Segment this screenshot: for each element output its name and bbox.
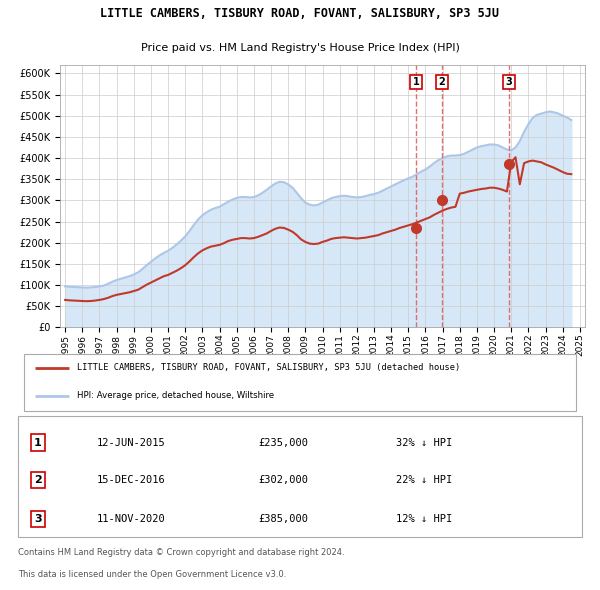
- Text: £302,000: £302,000: [258, 475, 308, 485]
- Text: 3: 3: [34, 514, 41, 524]
- Text: 11-NOV-2020: 11-NOV-2020: [97, 514, 165, 524]
- Text: 22% ↓ HPI: 22% ↓ HPI: [396, 475, 452, 485]
- Text: HPI: Average price, detached house, Wiltshire: HPI: Average price, detached house, Wilt…: [77, 391, 274, 400]
- Text: 2: 2: [439, 77, 445, 87]
- Text: 3: 3: [506, 77, 512, 87]
- FancyBboxPatch shape: [18, 416, 582, 537]
- FancyBboxPatch shape: [23, 353, 577, 411]
- Text: 1: 1: [34, 438, 41, 448]
- Text: 32% ↓ HPI: 32% ↓ HPI: [396, 438, 452, 448]
- Text: 1: 1: [413, 77, 419, 87]
- Text: This data is licensed under the Open Government Licence v3.0.: This data is licensed under the Open Gov…: [18, 570, 286, 579]
- Text: Price paid vs. HM Land Registry's House Price Index (HPI): Price paid vs. HM Land Registry's House …: [140, 43, 460, 53]
- Text: 2: 2: [34, 475, 41, 485]
- Text: 12-JUN-2015: 12-JUN-2015: [97, 438, 165, 448]
- Text: LITTLE CAMBERS, TISBURY ROAD, FOVANT, SALISBURY, SP3 5JU: LITTLE CAMBERS, TISBURY ROAD, FOVANT, SA…: [101, 7, 499, 20]
- Text: Contains HM Land Registry data © Crown copyright and database right 2024.: Contains HM Land Registry data © Crown c…: [18, 548, 344, 557]
- Text: £385,000: £385,000: [258, 514, 308, 524]
- Text: LITTLE CAMBERS, TISBURY ROAD, FOVANT, SALISBURY, SP3 5JU (detached house): LITTLE CAMBERS, TISBURY ROAD, FOVANT, SA…: [77, 363, 460, 372]
- Text: £235,000: £235,000: [258, 438, 308, 448]
- Text: 15-DEC-2016: 15-DEC-2016: [97, 475, 165, 485]
- Text: 12% ↓ HPI: 12% ↓ HPI: [396, 514, 452, 524]
